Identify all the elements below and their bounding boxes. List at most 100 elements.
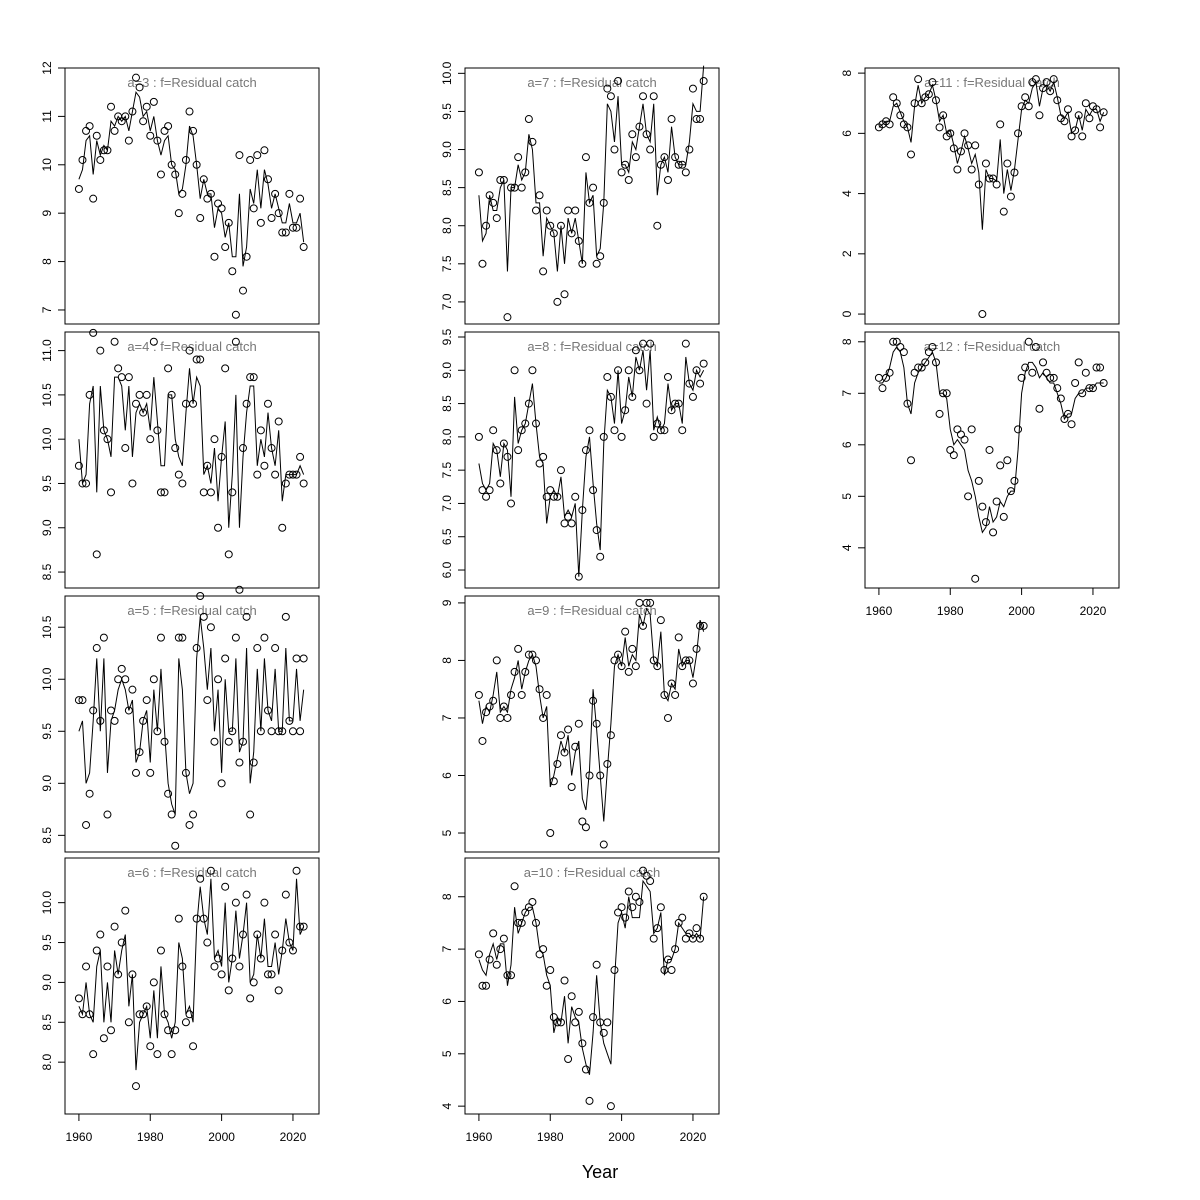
- data-point: [503, 971, 512, 980]
- data-point: [92, 131, 101, 140]
- data-point: [663, 372, 672, 381]
- data-point: [281, 228, 290, 237]
- data-point: [517, 690, 526, 699]
- data-point: [253, 470, 262, 479]
- y-tick-label: 8: [840, 338, 854, 345]
- data-point: [699, 359, 708, 368]
- data-point: [624, 176, 633, 184]
- data-point: [539, 267, 548, 276]
- y-tick-label: 7.5: [440, 255, 454, 272]
- data-point: [528, 137, 537, 146]
- data-point: [214, 199, 223, 208]
- y-tick-label: 11: [40, 110, 54, 123]
- data-point: [496, 713, 505, 722]
- data-point: [1096, 363, 1105, 372]
- data-point: [139, 1010, 148, 1019]
- panel-frame: [864, 67, 1120, 325]
- data-point: [674, 633, 683, 642]
- data-point: [267, 214, 276, 223]
- data-point: [146, 1042, 155, 1051]
- data-point: [231, 310, 240, 319]
- data-point: [153, 1050, 162, 1059]
- data-point: [160, 737, 169, 746]
- data-point: [642, 598, 651, 607]
- data-point: [299, 922, 308, 931]
- data-point: [224, 550, 233, 559]
- data-point: [649, 92, 658, 101]
- data-point: [974, 476, 983, 485]
- panel-title: a=3 : f=Residual catch: [127, 75, 256, 90]
- data-point: [149, 337, 158, 346]
- y-tick-label: 7.0: [440, 495, 454, 512]
- data-point: [199, 175, 208, 184]
- data-point: [581, 1065, 590, 1074]
- data-point: [499, 934, 508, 943]
- y-tick-label: 9.5: [40, 934, 54, 951]
- y-tick-label: 5: [840, 493, 854, 500]
- data-point: [235, 585, 244, 594]
- y-tick-label: 8.5: [440, 395, 454, 412]
- data-point: [628, 644, 637, 653]
- data-point: [281, 479, 290, 488]
- data-point: [678, 913, 687, 922]
- panel: a=10 : f=Residual catch 4 5 6 7 8 1960 1980 2000…: [440, 857, 720, 1144]
- data-point: [103, 435, 112, 444]
- y-tick-label: 0: [840, 310, 854, 317]
- y-tick-label: 8: [440, 657, 454, 664]
- data-point: [653, 924, 662, 933]
- data-point: [278, 228, 287, 237]
- data-point: [474, 690, 483, 699]
- data-point: [253, 644, 262, 653]
- data-point: [242, 252, 251, 261]
- data-point: [153, 136, 162, 145]
- data-point: [1099, 108, 1108, 117]
- data-point: [139, 408, 148, 417]
- y-tick-label: 6: [440, 772, 454, 779]
- data-point: [1049, 373, 1058, 382]
- y-tick-label: 8: [40, 258, 54, 265]
- data-point: [589, 183, 598, 192]
- data-point: [99, 633, 108, 642]
- data-point: [171, 444, 180, 453]
- data-point: [1035, 404, 1044, 413]
- data-point: [967, 425, 976, 434]
- data-point: [171, 841, 180, 850]
- data-point: [124, 706, 133, 715]
- data-point: [146, 131, 155, 140]
- data-point: [521, 667, 530, 676]
- data-point: [978, 502, 987, 511]
- y-tick-label: 10.0: [40, 427, 54, 451]
- y-tick-label: 9.0: [440, 362, 454, 379]
- data-point: [96, 155, 105, 164]
- panel-title: a=12 : f=Residual catch: [924, 339, 1061, 354]
- y-tick-label: 7.0: [440, 293, 454, 310]
- data-point: [117, 664, 126, 673]
- y-tick-label: 9.0: [440, 141, 454, 158]
- data-point: [992, 497, 1001, 506]
- data-point: [242, 399, 251, 408]
- data-point: [649, 432, 658, 441]
- x-axis-label: Year: [582, 1162, 618, 1182]
- data-point: [892, 99, 901, 108]
- y-tick-label: 7: [840, 390, 854, 397]
- data-point: [128, 479, 137, 488]
- x-tick-label: 1960: [866, 604, 893, 618]
- data-point: [178, 633, 187, 642]
- data-point: [206, 623, 215, 632]
- data-point: [907, 456, 916, 465]
- data-point: [624, 887, 633, 896]
- data-point: [478, 981, 487, 990]
- data-point: [1039, 358, 1048, 367]
- data-point: [635, 366, 644, 375]
- data-point: [999, 512, 1008, 521]
- data-point: [142, 696, 151, 705]
- data-point: [96, 346, 105, 355]
- data-point: [206, 488, 215, 497]
- data-point: [292, 223, 301, 232]
- data-point: [514, 446, 523, 455]
- data-point: [196, 214, 205, 223]
- y-tick-label: 9: [440, 599, 454, 606]
- data-point: [260, 633, 269, 642]
- data-point: [603, 1018, 612, 1027]
- data-point: [639, 621, 648, 630]
